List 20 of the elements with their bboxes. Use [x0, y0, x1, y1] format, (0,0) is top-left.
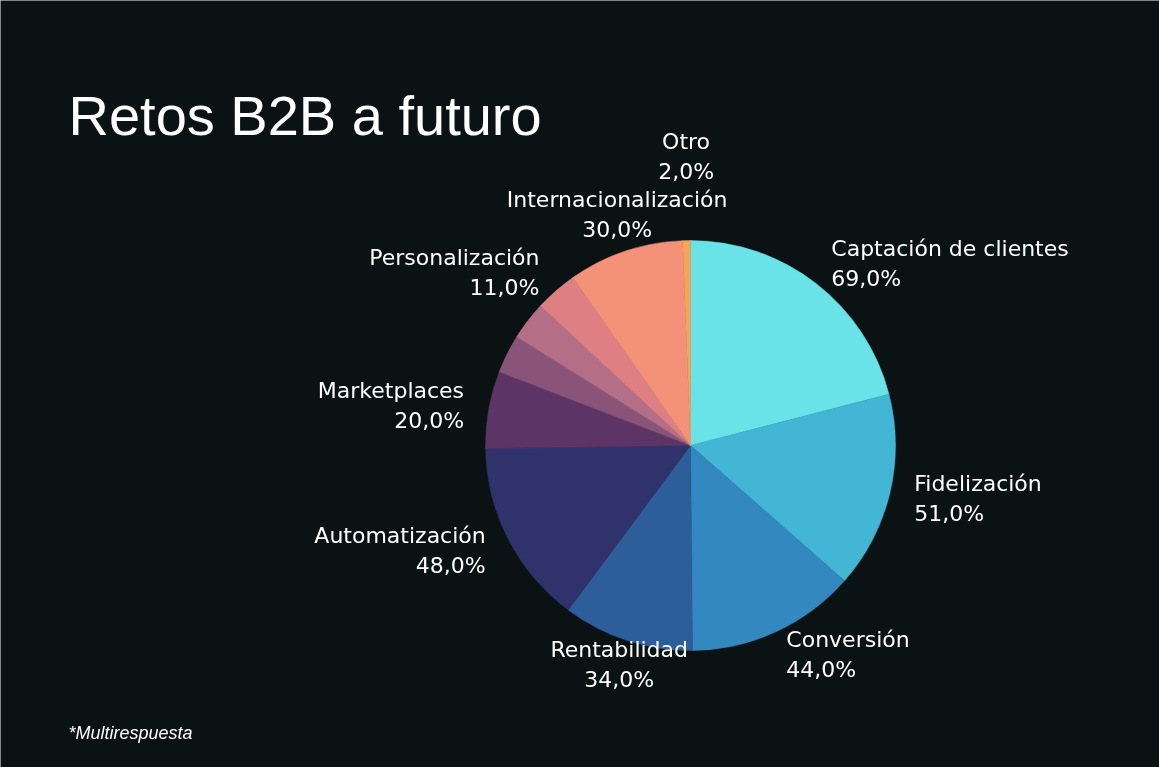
- data-label: 48,0%: [415, 552, 486, 578]
- chart-title: Retos B2B a futuro: [68, 84, 542, 147]
- slice-label: Captación de clientes: [831, 236, 1069, 262]
- slice-label: Personalización: [369, 244, 540, 270]
- slice-label: Marketplaces: [317, 377, 465, 403]
- slice-label: Internacionalización: [506, 186, 728, 212]
- data-label: 11,0%: [469, 274, 540, 300]
- data-label: 34,0%: [584, 666, 655, 692]
- data-label: 51,0%: [914, 501, 985, 527]
- slice-label: Rentabilidad: [550, 636, 689, 662]
- data-label: 2,0%: [658, 158, 715, 184]
- data-label: 20,0%: [394, 407, 465, 433]
- slice-label: Otro: [662, 128, 711, 154]
- slice-label: Fidelización: [914, 471, 1042, 497]
- slice-label: Conversión: [786, 627, 910, 653]
- data-label: 44,0%: [786, 657, 857, 683]
- text: *Multirespuesta: [68, 722, 193, 743]
- data-label: 69,0%: [831, 266, 902, 292]
- slice-label: Automatización: [314, 522, 486, 548]
- data-label: 30,0%: [582, 216, 653, 242]
